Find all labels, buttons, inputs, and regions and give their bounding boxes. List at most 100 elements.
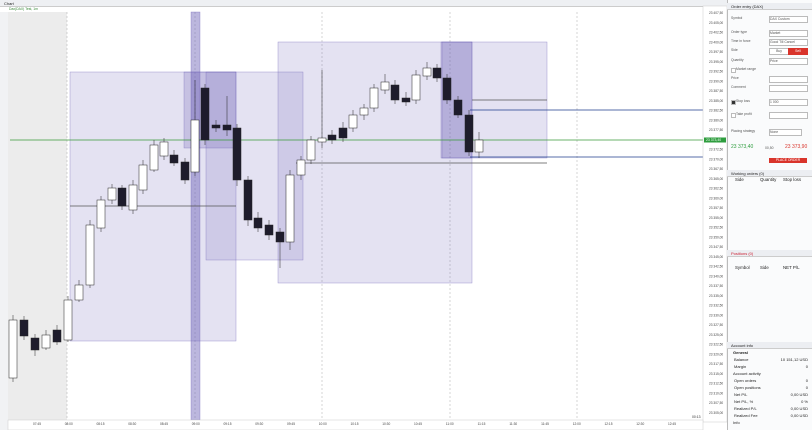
bid-price[interactable]: 23 373,40 — [731, 144, 754, 150]
label: Stop loss — [736, 99, 750, 103]
tif-select[interactable]: Good Till Cancel — [769, 39, 808, 46]
ask-price[interactable]: 23 373,90 — [785, 144, 808, 150]
strategy-select[interactable]: None — [769, 129, 802, 136]
price-label: 23 305,00 — [709, 411, 723, 415]
time-label: 12:00 — [573, 422, 581, 426]
label: Side — [731, 48, 738, 52]
label: Take profit — [736, 112, 752, 116]
time-label: 09:15 — [224, 422, 232, 426]
stop-loss-field[interactable]: 1 000 — [769, 99, 808, 106]
time-label: 11:45 — [541, 422, 549, 426]
window-title: Chart — [4, 0, 14, 6]
time-label: 12:30 — [636, 422, 644, 426]
column-header: Side — [760, 265, 769, 270]
panel-header — [727, 250, 812, 257]
price-label: 23 320,00 — [709, 352, 723, 356]
side-panel — [727, 0, 812, 430]
time-label: 11:00 — [446, 422, 454, 426]
candle-body — [96, 199, 106, 229]
time-label: 09:30 — [255, 422, 263, 426]
column-header: NET P/L — [783, 265, 800, 270]
price-label: 23 307,50 — [709, 401, 723, 405]
time-label: 11:30 — [509, 422, 517, 426]
price-label: 23 317,50 — [709, 362, 723, 366]
order-entry-header — [727, 3, 812, 10]
price-label: 23 395,00 — [709, 60, 723, 64]
candle-body — [390, 84, 400, 101]
order-type-select[interactable]: Market — [769, 30, 808, 37]
time-label: 10:15 — [351, 422, 359, 426]
tree-node: Info — [733, 420, 740, 425]
candle-body — [275, 231, 285, 243]
candle-body — [8, 319, 18, 379]
place-order-button[interactable]: PLACE ORDER — [769, 158, 807, 163]
comment-field[interactable] — [769, 85, 808, 92]
candle-body — [63, 299, 73, 341]
row-value: 0,00 USD — [790, 392, 808, 397]
take-profit-field[interactable] — [769, 112, 808, 119]
time-label: 09:00 — [192, 422, 200, 426]
row-label: Open positions — [734, 385, 761, 390]
row-label: Balance — [734, 357, 749, 362]
time-label: 10:30 — [382, 422, 390, 426]
row-value: 0 — [805, 364, 808, 369]
symbol-line: Dax(DAX) Test, 1m — [9, 6, 38, 11]
price-label: 23 367,50 — [709, 167, 723, 171]
price-label: 23 380,00 — [709, 118, 723, 122]
price-label: 23 402,50 — [709, 31, 723, 35]
price-label: 23 340,00 — [709, 274, 723, 278]
sell-button[interactable]: Sell — [788, 48, 808, 55]
row-value: 0 — [805, 378, 808, 383]
quantity-field[interactable]: Price — [769, 58, 808, 65]
symbol-field[interactable]: DAX Custom — [769, 16, 808, 23]
zone — [190, 11, 201, 421]
candle-body — [85, 224, 95, 286]
candle-body — [306, 139, 316, 161]
time-label: 11:15 — [478, 422, 486, 426]
price-axis — [702, 5, 727, 423]
candle-body — [232, 127, 242, 181]
price-label: 23 337,50 — [709, 284, 723, 288]
price-label: 23 387,50 — [709, 89, 723, 93]
panel-header — [727, 342, 812, 349]
row-value: 0,00 USD — [790, 413, 808, 418]
price-label: 23 390,00 — [709, 79, 723, 83]
checkbox[interactable] — [731, 113, 736, 118]
price-label: 23 312,50 — [709, 382, 723, 386]
column-header: Quantity — [760, 177, 777, 182]
candle-body — [180, 161, 190, 181]
price-label: 23 325,00 — [709, 333, 723, 337]
label: Symbol — [731, 16, 743, 20]
label: Time in force — [731, 39, 751, 43]
label: Order type — [731, 30, 748, 34]
account-info-title: Account info — [731, 342, 754, 348]
checkbox-checked[interactable] — [731, 100, 736, 105]
buy-button[interactable]: Buy — [769, 48, 789, 55]
working-orders-title: Working orders (0) — [731, 170, 765, 176]
price-field[interactable] — [769, 76, 808, 83]
candle-body — [422, 67, 432, 77]
tree-node: Account activity — [733, 371, 761, 376]
price-label: 23 397,50 — [709, 50, 723, 54]
price-label: 23 335,00 — [709, 294, 723, 298]
row-label: Realized P/L — [734, 406, 757, 411]
candle-body — [74, 284, 84, 301]
label: Market range — [736, 67, 756, 71]
candle-body — [264, 224, 274, 236]
candle-body — [52, 329, 62, 343]
order-entry-title: Order entry (DAX) — [731, 3, 764, 9]
checkbox[interactable] — [731, 68, 736, 73]
candle-body — [453, 99, 463, 116]
price-label: 23 330,00 — [709, 313, 723, 317]
price-label: 23 315,00 — [709, 372, 723, 376]
price-label: 23 392,50 — [709, 70, 723, 74]
zone — [277, 41, 473, 284]
price-label: 23 377,50 — [709, 128, 723, 132]
price-label: 23 332,50 — [709, 304, 723, 308]
price-label: 23 310,00 — [709, 391, 723, 395]
price-label: 23 350,00 — [709, 235, 723, 239]
time-label: 07:45 — [33, 422, 41, 426]
row-label: Realized Fee — [734, 413, 758, 418]
candle-body — [285, 174, 295, 243]
